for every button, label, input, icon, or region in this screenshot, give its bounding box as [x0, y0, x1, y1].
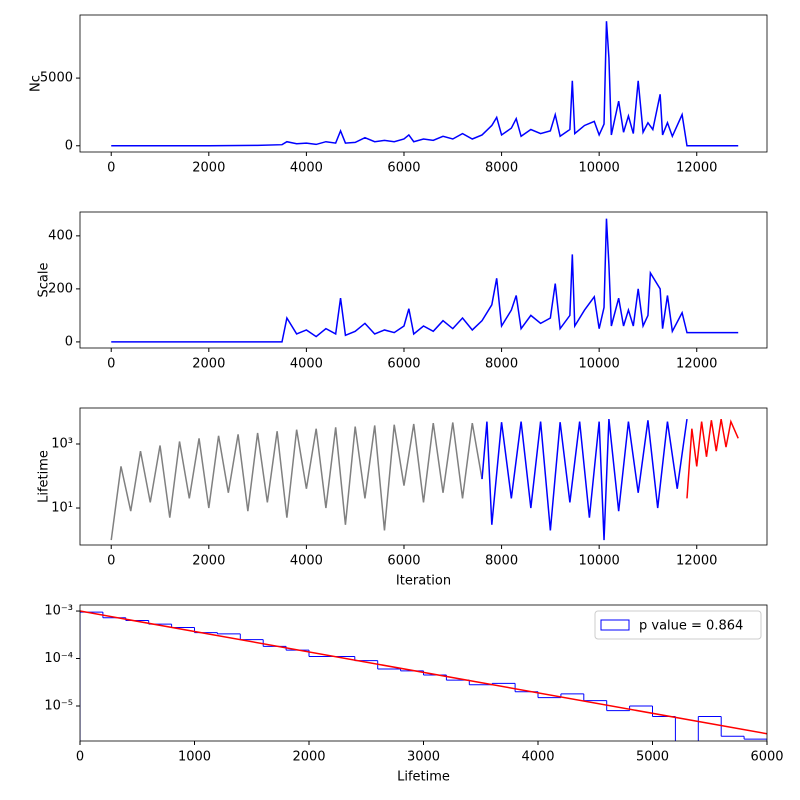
- y-tick-label: 200: [48, 281, 73, 296]
- x-tick-label: 12000: [676, 357, 717, 372]
- y-tick-label: 0: [65, 138, 73, 153]
- x-tick-label: 10000: [578, 357, 619, 372]
- x-tick-label: 0: [107, 357, 115, 372]
- x-tick-label: 0: [76, 750, 84, 765]
- x-tick-label: 1000: [178, 750, 211, 765]
- x-tick-label: 6000: [387, 161, 420, 176]
- axes-frame: [79, 14, 768, 153]
- x-tick-label: 6000: [387, 554, 420, 569]
- x-tick-label: 2000: [192, 554, 225, 569]
- x-tick-label: 0: [107, 161, 115, 176]
- legend-label: p value = 0.864: [639, 619, 743, 634]
- x-tick-label: 10000: [578, 554, 619, 569]
- plot-area: [111, 218, 739, 343]
- x-tick-label: 2000: [292, 750, 325, 765]
- y-tick-label: 10⁻³: [44, 604, 73, 619]
- x-tick-label: 8000: [485, 554, 518, 569]
- x-tick-label: 3000: [407, 750, 440, 765]
- fit-line: [80, 610, 767, 735]
- x-tick-label: 0: [107, 554, 115, 569]
- data-line: [686, 418, 739, 499]
- y-tick-label: 400: [48, 228, 73, 243]
- data-line: [111, 218, 739, 343]
- x-tick-label: 12000: [676, 161, 717, 176]
- x-axis-label: Lifetime: [397, 770, 450, 785]
- data-line: [111, 21, 739, 147]
- y-axis-label: Nc: [29, 75, 44, 92]
- x-tick-label: 12000: [676, 554, 717, 569]
- y-tick-label: 10³: [51, 436, 73, 451]
- y-tick-label: 0: [65, 334, 73, 349]
- x-tick-label: 4000: [290, 357, 323, 372]
- plot-area: [111, 21, 739, 147]
- y-tick-label: 5000: [40, 71, 73, 86]
- x-tick-label: 4000: [521, 750, 554, 765]
- y-axis-label: Lifetime: [37, 450, 52, 503]
- x-tick-label: 10000: [578, 161, 619, 176]
- x-tick-label: 4000: [290, 161, 323, 176]
- y-tick-label: 10⁻⁴: [44, 651, 73, 666]
- x-tick-label: 6000: [387, 357, 420, 372]
- x-tick-label: 4000: [290, 554, 323, 569]
- y-tick-label: 10⁻⁵: [44, 698, 73, 713]
- x-tick-label: 8000: [485, 357, 518, 372]
- legend-box: [594, 610, 762, 640]
- x-tick-label: 6000: [750, 750, 783, 765]
- axes-frame: [79, 604, 768, 742]
- data-line: [110, 422, 483, 541]
- axes-frame: [79, 211, 768, 349]
- plot-area: [110, 418, 739, 541]
- x-tick-label: 5000: [636, 750, 669, 765]
- y-axis-label: Scale: [37, 263, 52, 298]
- x-axis-label: Iteration: [396, 574, 451, 589]
- x-tick-label: 2000: [192, 357, 225, 372]
- x-tick-label: 8000: [485, 161, 518, 176]
- legend-swatch: [600, 619, 630, 631]
- data-line: [481, 418, 688, 541]
- plot-area: [80, 610, 767, 741]
- x-tick-label: 2000: [192, 161, 225, 176]
- axes-frame: [79, 407, 768, 546]
- y-tick-label: 10¹: [51, 501, 73, 516]
